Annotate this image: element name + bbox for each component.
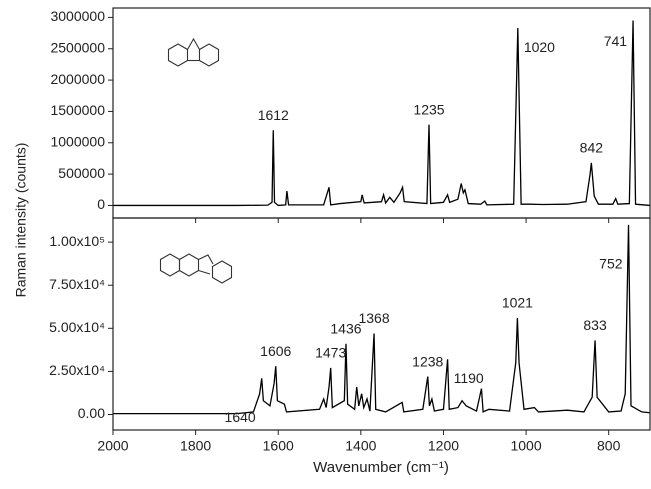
peak-label: 1235 [413, 101, 444, 117]
peak-label: 1190 [454, 370, 484, 386]
molecule-benzofluorene [159, 253, 233, 284]
y-tick-label: 5.00x10⁴ [49, 319, 105, 335]
peak-label: 741 [604, 33, 628, 49]
peak-label: 1436 [330, 321, 361, 337]
y-tick-label: 500000 [58, 165, 105, 181]
peak-label: 833 [583, 317, 607, 333]
peak-label: 1238 [412, 353, 443, 369]
x-tick-label: 1600 [263, 438, 294, 454]
peak-label: 1640 [225, 409, 256, 425]
plot-frame [112, 217, 651, 431]
y-tick-label: 1500000 [50, 102, 105, 118]
peak-label: 1021 [502, 295, 533, 311]
x-tick-label: 2000 [97, 438, 128, 454]
y-tick-label: 3000000 [50, 8, 105, 24]
y-tick-label: 1000000 [50, 133, 105, 149]
y-tick-label: 2000000 [50, 71, 105, 87]
y-tick-label: 0.00 [78, 405, 105, 421]
y-tick-label: 1.00x10⁵ [49, 233, 105, 249]
spectrum-line [113, 224, 651, 415]
peak-label: 1020 [524, 39, 555, 55]
x-tick-label: 1000 [510, 438, 541, 454]
peak-label: 1606 [260, 343, 291, 359]
x-tick-label: 1400 [345, 438, 376, 454]
x-axis-title: Wavenumber (cm⁻¹) [313, 459, 449, 476]
peak-label: 1612 [258, 107, 289, 123]
peak-label: 1473 [315, 345, 346, 361]
y-tick-label: 2500000 [50, 39, 105, 55]
peak-label: 842 [580, 140, 604, 156]
peak-label: 1368 [358, 310, 389, 326]
x-tick-label: 800 [597, 438, 621, 454]
x-tick-label: 1800 [180, 438, 211, 454]
spectrum-line [113, 20, 651, 207]
y-tick-label: 2.50x10⁴ [49, 362, 105, 378]
y-axis-title: Raman intensity (counts) [13, 143, 29, 298]
y-tick-label: 0 [97, 196, 105, 212]
molecule-fluorene [167, 37, 220, 67]
y-tick-label: 7.50x10⁴ [49, 276, 105, 292]
x-tick-label: 1200 [428, 438, 459, 454]
peak-label: 752 [599, 256, 623, 272]
